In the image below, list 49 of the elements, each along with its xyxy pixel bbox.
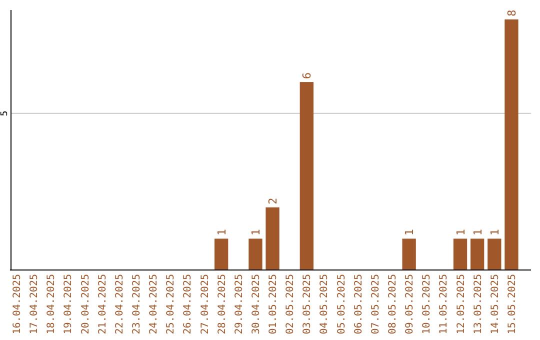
- bar: [248, 238, 262, 270]
- bar: [266, 207, 280, 270]
- x-tick-label: 04.05.2025: [319, 274, 330, 334]
- x-tick-label: 22.04.2025: [114, 274, 126, 334]
- x-tick-label: 26.04.2025: [182, 274, 194, 334]
- x-tick-label: 02.05.2025: [285, 274, 296, 334]
- data-label: 8: [505, 10, 518, 16]
- x-tick-label: 08.05.2025: [388, 274, 398, 334]
- data-label: 6: [300, 72, 314, 80]
- data-label: 1: [249, 229, 262, 236]
- y-tick-label: 5: [0, 110, 10, 116]
- x-tick-label: 07.05.2025: [370, 274, 382, 334]
- x-tick-label: 30.04.2025: [250, 274, 262, 334]
- x-tick-label: 19.04.2025: [63, 274, 74, 334]
- x-tick-label: 06.05.2025: [353, 274, 364, 334]
- data-label: 1: [454, 229, 468, 236]
- x-tick-label: 15.05.2025: [506, 274, 518, 334]
- x-tick-label: 18.04.2025: [46, 274, 58, 334]
- x-tick-label: 05.05.2025: [336, 274, 348, 334]
- x-tick-label: 21.04.2025: [97, 274, 108, 334]
- x-tick-label: 14.05.2025: [490, 274, 501, 334]
- bar: [470, 238, 484, 270]
- x-tick-label: 23.04.2025: [132, 274, 142, 334]
- x-tick-label: 13.05.2025: [472, 274, 484, 334]
- bar: [300, 82, 314, 270]
- x-tick-label: 27.04.2025: [200, 274, 211, 334]
- x-tick-label: 20.04.2025: [80, 274, 92, 334]
- bar: [504, 19, 518, 270]
- x-tick-label: 28.04.2025: [216, 274, 228, 334]
- bar: [402, 238, 416, 270]
- bar: [214, 238, 228, 270]
- x-tick-label: 03.05.2025: [302, 274, 314, 334]
- x-tick-label: 09.05.2025: [404, 274, 416, 334]
- data-label: 1: [215, 229, 228, 236]
- x-tick-label: 12.05.2025: [456, 274, 467, 334]
- x-tick-label: 17.04.2025: [29, 274, 40, 334]
- x-tick-label: 01.05.2025: [268, 274, 280, 334]
- x-tick-label: 24.04.2025: [148, 274, 160, 334]
- bar: [453, 238, 468, 270]
- x-tick-label: 29.04.2025: [234, 274, 245, 334]
- data-label: 1: [488, 229, 502, 236]
- bar: [488, 238, 502, 270]
- x-tick-label: 11.05.2025: [438, 274, 450, 334]
- x-tick-label: 25.04.2025: [166, 274, 177, 334]
- x-tick-label: 16.04.2025: [12, 274, 24, 334]
- data-label: 1: [471, 229, 484, 236]
- data-label: 1: [403, 229, 416, 236]
- x-tick-label: 10.05.2025: [422, 274, 433, 334]
- data-label: 2: [266, 198, 280, 204]
